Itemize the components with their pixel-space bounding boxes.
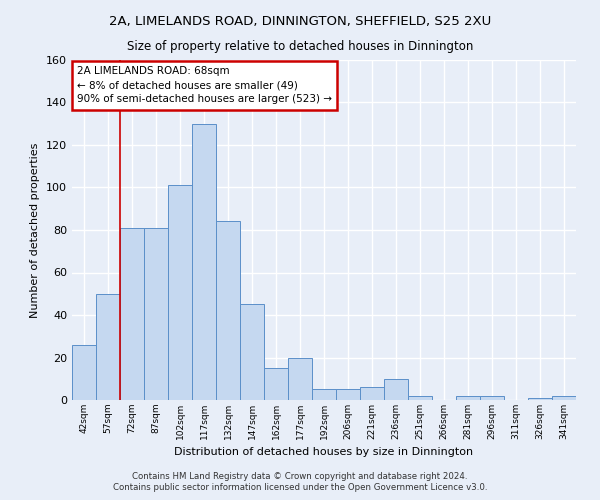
X-axis label: Distribution of detached houses by size in Dinnington: Distribution of detached houses by size … — [175, 448, 473, 458]
Bar — [216, 222, 240, 400]
Bar — [72, 345, 96, 400]
Text: Size of property relative to detached houses in Dinnington: Size of property relative to detached ho… — [127, 40, 473, 53]
Bar — [312, 390, 336, 400]
Bar — [96, 294, 120, 400]
Text: 2A, LIMELANDS ROAD, DINNINGTON, SHEFFIELD, S25 2XU: 2A, LIMELANDS ROAD, DINNINGTON, SHEFFIEL… — [109, 15, 491, 28]
Bar — [336, 390, 360, 400]
Bar — [552, 396, 576, 400]
Text: Contains HM Land Registry data © Crown copyright and database right 2024.
Contai: Contains HM Land Registry data © Crown c… — [113, 472, 487, 492]
Bar — [264, 368, 288, 400]
Y-axis label: Number of detached properties: Number of detached properties — [31, 142, 40, 318]
Bar — [120, 228, 144, 400]
Bar — [384, 379, 408, 400]
Bar — [144, 228, 168, 400]
Bar — [288, 358, 312, 400]
Bar — [240, 304, 264, 400]
Bar — [408, 396, 432, 400]
Bar — [192, 124, 216, 400]
Bar — [456, 396, 480, 400]
Bar — [480, 396, 504, 400]
Bar — [360, 387, 384, 400]
Bar — [168, 186, 192, 400]
Bar — [528, 398, 552, 400]
Text: 2A LIMELANDS ROAD: 68sqm
← 8% of detached houses are smaller (49)
90% of semi-de: 2A LIMELANDS ROAD: 68sqm ← 8% of detache… — [77, 66, 332, 104]
